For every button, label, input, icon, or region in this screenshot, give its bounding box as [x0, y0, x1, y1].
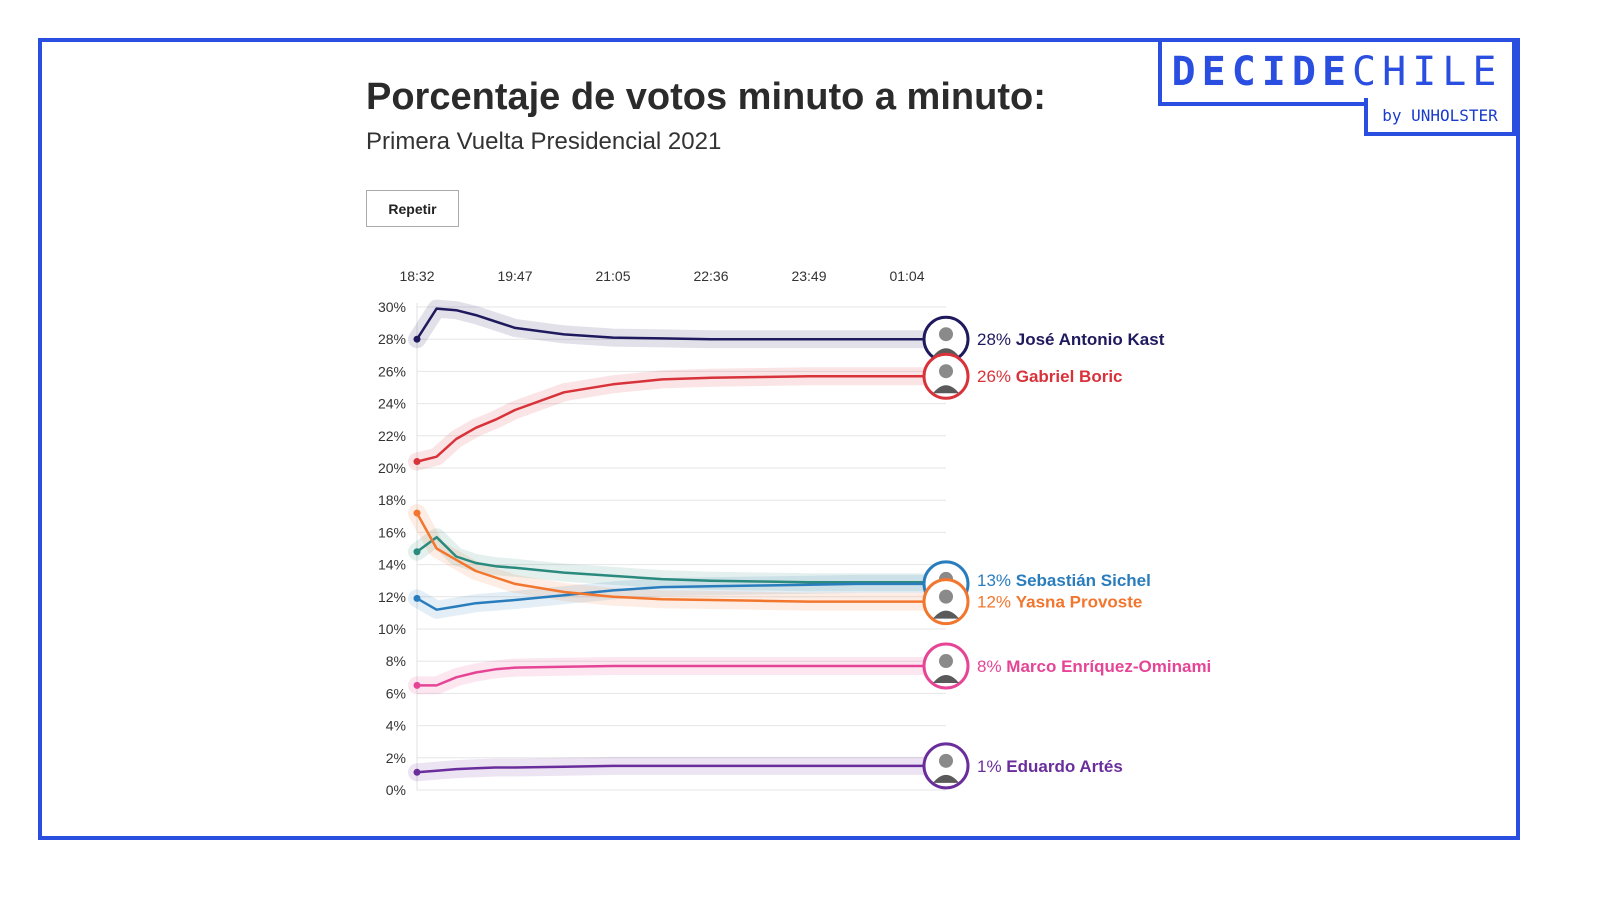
series-label: 13% Sebastián Sichel: [977, 571, 1151, 590]
series-line: [417, 664, 937, 687]
x-axis-ticks: 18:32 19:47 21:05 22:36 23:49 01:04: [399, 268, 924, 284]
candidate-avatar: [922, 642, 970, 690]
series-line: [416, 764, 937, 774]
series-lines: [415, 307, 937, 774]
y-tick-label: 18%: [378, 492, 406, 508]
y-tick-label: 26%: [378, 363, 406, 379]
series-band: [408, 299, 946, 349]
y-tick-label: 28%: [378, 331, 406, 347]
series-start-point: [413, 335, 421, 343]
candidate-avatar: [922, 578, 970, 626]
y-tick-label: 6%: [386, 685, 406, 701]
decidechile-logo: DECIDE CHILE: [1158, 38, 1516, 106]
series-label-pct: 8%: [977, 657, 1006, 676]
x-tick-label: 19:47: [497, 268, 532, 284]
series-label-name: Gabriel Boric: [1016, 367, 1123, 386]
repeat-button[interactable]: Repetir: [366, 190, 459, 227]
series-label-pct: 1%: [977, 757, 1006, 776]
x-tick-label: 18:32: [399, 268, 434, 284]
y-tick-label: 20%: [378, 460, 406, 476]
avatar-head: [939, 364, 953, 379]
series-label-pct: 28%: [977, 330, 1016, 349]
y-tick-label: 14%: [378, 557, 406, 573]
chart-frame: [38, 38, 1520, 840]
series-start-point: [413, 594, 421, 602]
series-start-point: [413, 681, 421, 689]
y-tick-label: 24%: [378, 396, 406, 412]
series-label-name: Marco Enríquez-Ominami: [1006, 657, 1211, 676]
candidate-avatar: [922, 742, 970, 790]
series-label: 28% José Antonio Kast: [977, 330, 1165, 349]
series-label: 8% Marco Enríquez-Ominami: [977, 657, 1211, 676]
series-label: 26% Gabriel Boric: [977, 367, 1123, 386]
series-label-name: Eduardo Artés: [1006, 757, 1123, 776]
series-line: [415, 512, 937, 603]
series-start-point: [413, 548, 421, 556]
x-tick-label: 23:49: [791, 268, 826, 284]
series-line: [416, 374, 937, 463]
avatar-shoulders: [933, 385, 959, 394]
logo-regular-text: CHILE: [1352, 49, 1503, 95]
x-tick-label: 22:36: [693, 268, 728, 284]
avatar-shoulders: [933, 774, 959, 783]
series-label: 1% Eduardo Artés: [977, 757, 1123, 776]
series-start-point: [413, 458, 421, 466]
series-label-pct: 12%: [977, 593, 1016, 612]
avatar-shoulders: [933, 610, 959, 619]
series-label-name: José Antonio Kast: [1016, 330, 1165, 349]
series-start-point: [413, 768, 421, 776]
series-label-name: Sebastián Sichel: [1016, 571, 1151, 590]
y-tick-label: 30%: [378, 299, 406, 315]
page-subtitle: Primera Vuelta Presidencial 2021: [366, 128, 722, 155]
candidate-avatar: [922, 352, 970, 400]
byline: by UNHOLSTER: [1364, 98, 1516, 136]
y-axis-ticks: 0% 2% 4% 6% 8% 10% 12% 14% 16% 18% 20% 22% 24% 26% 28%…: [378, 299, 406, 798]
series-start-point: [413, 509, 421, 517]
series-line: [415, 307, 937, 341]
y-tick-label: 12%: [378, 589, 406, 605]
page-title: Porcentaje de votos minuto a minuto:: [366, 76, 1046, 118]
series-label-name: Yasna Provoste: [1016, 593, 1143, 612]
x-tick-label: 21:05: [595, 268, 630, 284]
y-tick-label: 10%: [378, 621, 406, 637]
avatar-head: [939, 654, 953, 669]
y-tick-label: 0%: [386, 782, 406, 798]
series-label: 12% Yasna Provoste: [977, 593, 1142, 612]
y-tick-label: 16%: [378, 524, 406, 540]
series-line: [416, 535, 937, 584]
logo-bold-text: DECIDE: [1171, 49, 1353, 95]
series-markers: [413, 315, 970, 790]
series-line: [416, 582, 937, 611]
series-label-pct: 26%: [977, 367, 1016, 386]
x-tick-label: 01:04: [889, 268, 924, 284]
avatar-shoulders: [933, 675, 959, 684]
avatar-head: [939, 327, 953, 342]
y-tick-label: 2%: [386, 750, 406, 766]
y-tick-label: 22%: [378, 428, 406, 444]
y-tick-label: 8%: [386, 653, 406, 669]
series-label-pct: 13%: [977, 571, 1016, 590]
avatar-head: [939, 589, 953, 604]
avatar-head: [939, 753, 953, 768]
y-tick-label: 4%: [386, 718, 406, 734]
